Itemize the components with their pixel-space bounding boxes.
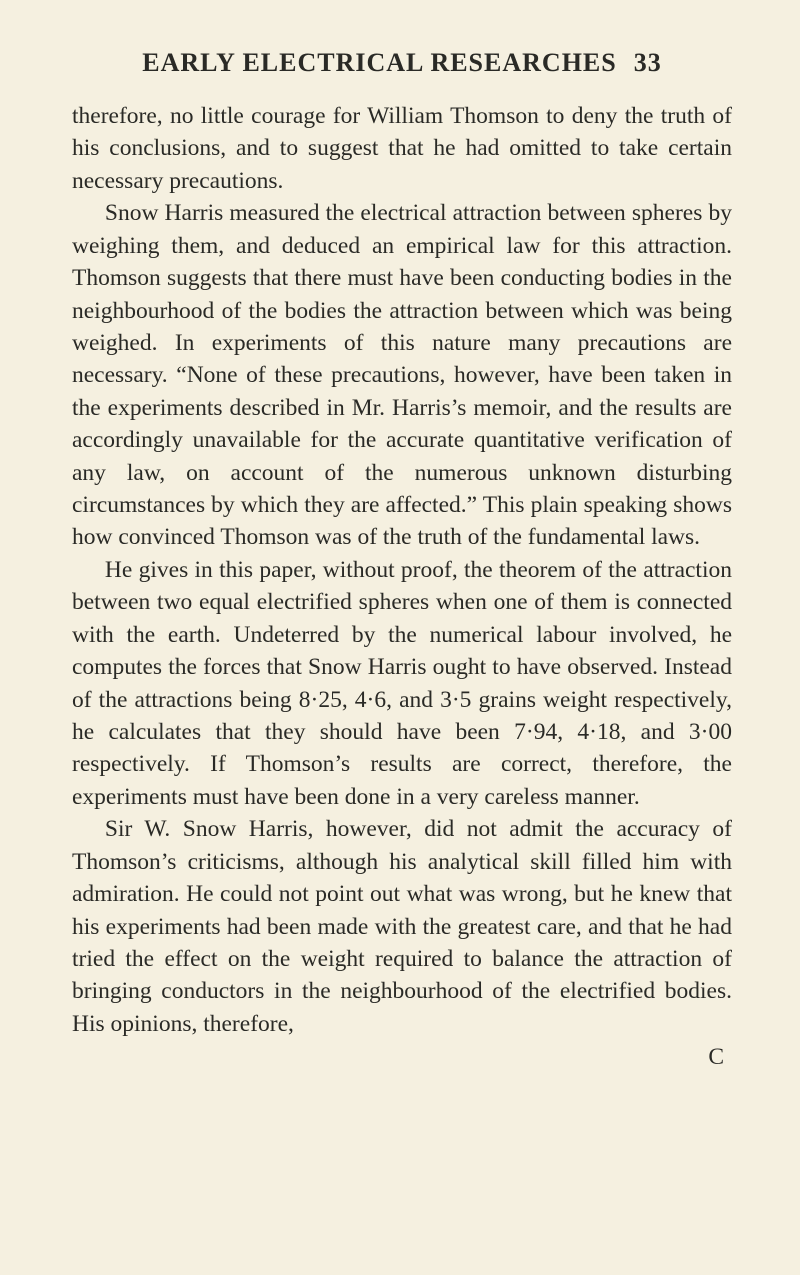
paragraph-1: therefore, no little courage for William… [72,100,732,197]
page-number: 33 [634,48,662,77]
catchword: C [72,1044,732,1071]
paragraph-3: He gives in this paper, without proof, t… [72,554,732,813]
running-header: EARLY ELECTRICAL RESEARCHES 33 [72,48,732,78]
paragraph-2: Snow Harris measured the electrical attr… [72,197,732,554]
paragraph-4: Sir W. Snow Harris, however, did not adm… [72,813,732,1040]
header-title: EARLY ELECTRICAL RESEARCHES [142,48,616,77]
body-text: therefore, no little courage for William… [72,100,732,1040]
